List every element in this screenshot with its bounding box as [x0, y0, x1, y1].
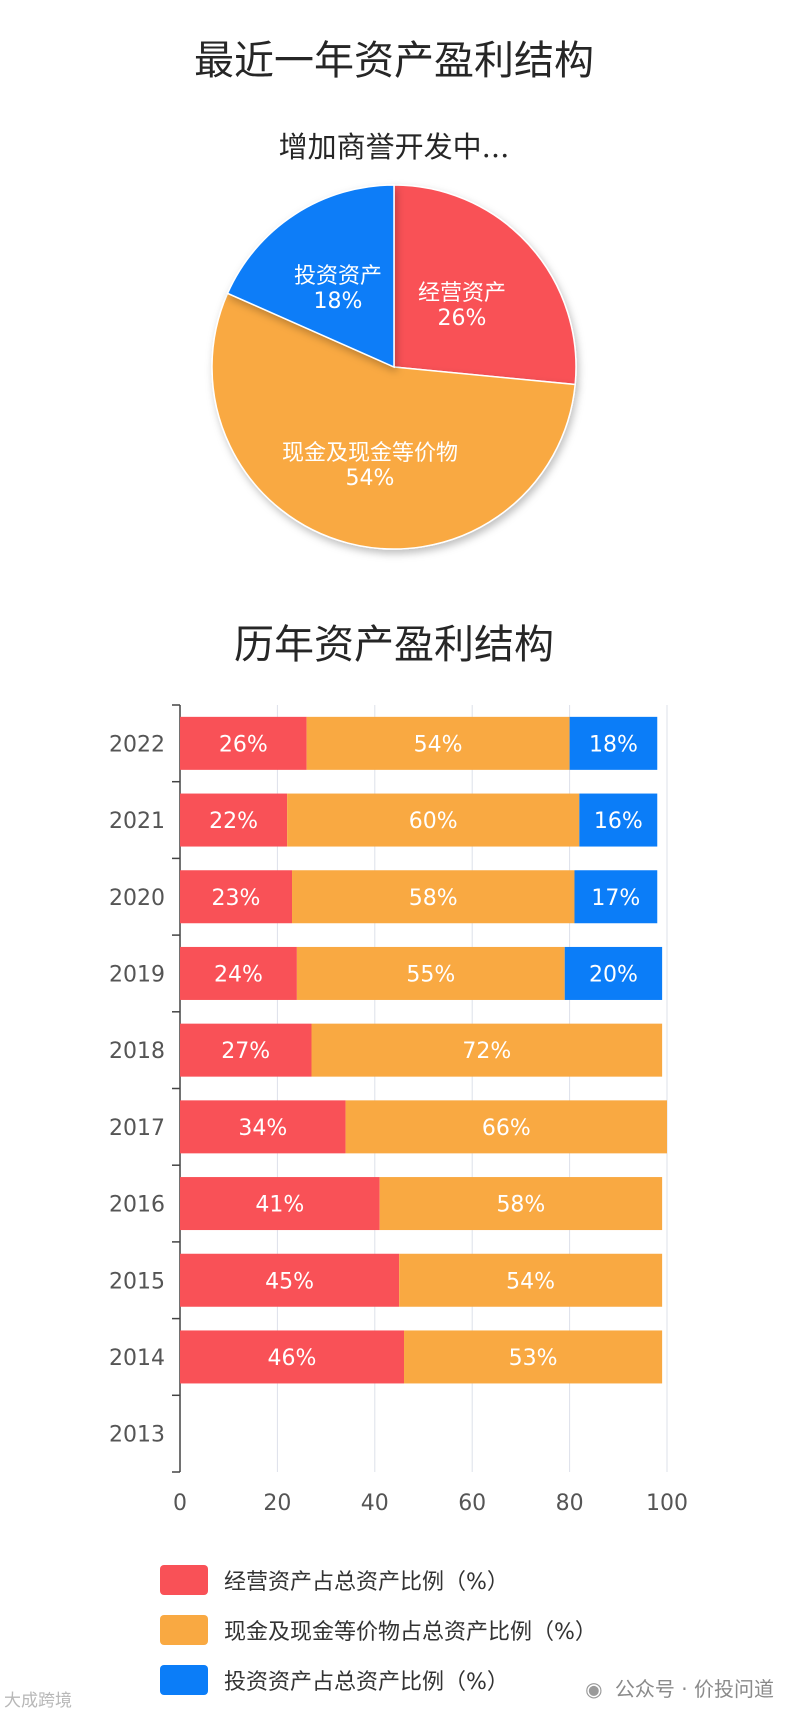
- bar-data-label-2016-0: 41%: [255, 1193, 304, 1218]
- bar-legend: 经营资产占总资产比例（%） 现金及现金等价物占总资产比例（%） 投资资产占总资产…: [160, 1555, 597, 1705]
- y-tick-label-2016: 2016: [109, 1193, 165, 1218]
- bar-segment-2016-0[interactable]: [180, 1177, 380, 1231]
- bar-segment-2020-0[interactable]: [180, 870, 293, 924]
- bar-segment-2020-1[interactable]: [292, 870, 575, 924]
- bar-data-label-2022-0: 26%: [219, 732, 268, 757]
- bar-data-label-2021-1: 60%: [409, 809, 458, 834]
- bar-data-label-2015-1: 54%: [506, 1269, 555, 1294]
- x-tick-label-100: 100: [646, 1491, 688, 1516]
- bar-segment-2021-0[interactable]: [180, 793, 288, 847]
- bar-segment-2019-2[interactable]: [564, 946, 663, 1000]
- y-tick-label-2013: 2013: [109, 1423, 165, 1448]
- pie-slice-2[interactable]: [226, 184, 395, 369]
- bar-data-label-2021-2: 16%: [594, 809, 643, 834]
- legend-swatch-investment: [160, 1665, 208, 1695]
- bar-segment-2017-1[interactable]: [345, 1100, 667, 1154]
- pie-slice-value-2: 18%: [314, 289, 363, 314]
- bar-segment-2016-1[interactable]: [379, 1177, 663, 1231]
- bar-segment-2021-2[interactable]: [579, 793, 658, 847]
- bar-data-label-2016-1: 58%: [496, 1193, 545, 1218]
- watermark-right-text: 公众号 · 价投问道: [614, 1677, 774, 1701]
- bar-segment-2015-1[interactable]: [399, 1253, 663, 1307]
- pie-subtitle: 增加商誉开发中...: [278, 130, 510, 164]
- bar-segment-2019-1[interactable]: [296, 946, 565, 1000]
- y-tick-label-2015: 2015: [109, 1269, 165, 1294]
- x-tick-label-40: 40: [361, 1491, 389, 1516]
- bar-segment-2018-0[interactable]: [180, 1023, 312, 1077]
- pie-slice-value-1: 54%: [346, 466, 395, 491]
- pie-slice-label-2: 投资资产: [294, 264, 382, 289]
- y-tick-label-2017: 2017: [109, 1116, 165, 1141]
- bar-data-label-2014-0: 46%: [268, 1346, 317, 1371]
- x-tick-label-0: 0: [173, 1491, 187, 1516]
- bar-data-label-2017-0: 34%: [238, 1116, 287, 1141]
- x-tick-label-80: 80: [556, 1491, 584, 1516]
- bar-segment-2019-0[interactable]: [180, 946, 297, 1000]
- watermark-left: 大成跨境: [4, 1686, 72, 1711]
- legend-swatch-operating: [160, 1565, 208, 1595]
- pie-slice-label-0: 经营资产: [418, 281, 506, 306]
- legend-swatch-cash: [160, 1615, 208, 1645]
- bar-data-label-2018-0: 27%: [221, 1039, 270, 1064]
- legend-label-cash: 现金及现金等价物占总资产比例（%）: [224, 1620, 597, 1645]
- bar-segment-2022-2[interactable]: [569, 716, 658, 770]
- bar-segment-2020-2[interactable]: [574, 870, 658, 924]
- stacked-bar-chart: 2022 26% 54% 18% 2021 22% 60% 16% 2020 23% 58% 17% 2…: [109, 704, 688, 1516]
- y-tick-label-2018: 2018: [109, 1039, 165, 1064]
- pie-slice-value-0: 26%: [438, 306, 487, 331]
- pie-slice-1[interactable]: [211, 292, 576, 550]
- bar-segment-2022-1[interactable]: [306, 716, 570, 770]
- legend-item-cash[interactable]: 现金及现金等价物占总资产比例（%）: [160, 1605, 597, 1655]
- y-tick-label-2022: 2022: [109, 732, 165, 757]
- bar-data-label-2018-1: 72%: [462, 1039, 511, 1064]
- bar-segment-2014-0[interactable]: [180, 1330, 405, 1384]
- pie-slice-0[interactable]: [393, 184, 577, 386]
- legend-label-operating: 经营资产占总资产比例（%）: [224, 1570, 509, 1595]
- y-tick-label-2014: 2014: [109, 1346, 165, 1371]
- bar-segment-2017-0[interactable]: [180, 1100, 346, 1154]
- bar-data-label-2022-1: 54%: [414, 732, 463, 757]
- x-tick-label-60: 60: [458, 1491, 486, 1516]
- bar-data-label-2019-2: 20%: [589, 962, 638, 987]
- bar-segment-2018-1[interactable]: [311, 1023, 663, 1077]
- bar-data-label-2017-1: 66%: [482, 1116, 531, 1141]
- bar-data-label-2022-2: 18%: [589, 732, 638, 757]
- bar-data-label-2020-2: 17%: [591, 886, 640, 911]
- bar-data-label-2020-0: 23%: [212, 886, 261, 911]
- x-tick-label-20: 20: [263, 1491, 291, 1516]
- bar-data-label-2019-0: 24%: [214, 962, 263, 987]
- legend-item-investment[interactable]: 投资资产占总资产比例（%）: [160, 1655, 597, 1705]
- bar-data-label-2021-0: 22%: [209, 809, 258, 834]
- legend-item-operating[interactable]: 经营资产占总资产比例（%）: [160, 1555, 597, 1605]
- pie-slice-label-1: 现金及现金等价物: [282, 441, 458, 466]
- y-tick-label-2021: 2021: [109, 809, 165, 834]
- bar-segment-2014-1[interactable]: [404, 1330, 663, 1384]
- watermark-right: ◉ 公众号 · 价投问道: [585, 1673, 774, 1702]
- legend-label-investment: 投资资产占总资产比例（%）: [224, 1670, 509, 1695]
- y-tick-label-2020: 2020: [109, 886, 165, 911]
- wechat-icon: ◉: [585, 1677, 603, 1701]
- bar-data-label-2014-1: 53%: [509, 1346, 558, 1371]
- bar-data-label-2015-0: 45%: [265, 1269, 314, 1294]
- bar-chart-title: 历年资产盈利结构: [234, 622, 554, 668]
- bar-data-label-2020-1: 58%: [409, 886, 458, 911]
- y-tick-label-2019: 2019: [109, 962, 165, 987]
- bar-segment-2021-1[interactable]: [287, 793, 580, 847]
- bar-data-label-2019-1: 55%: [406, 962, 455, 987]
- watermark-left-text: 大成跨境: [4, 1691, 72, 1711]
- bar-segment-2022-0[interactable]: [180, 716, 307, 770]
- page-title: 最近一年资产盈利结构: [194, 38, 594, 84]
- bar-segment-2015-0[interactable]: [180, 1253, 400, 1307]
